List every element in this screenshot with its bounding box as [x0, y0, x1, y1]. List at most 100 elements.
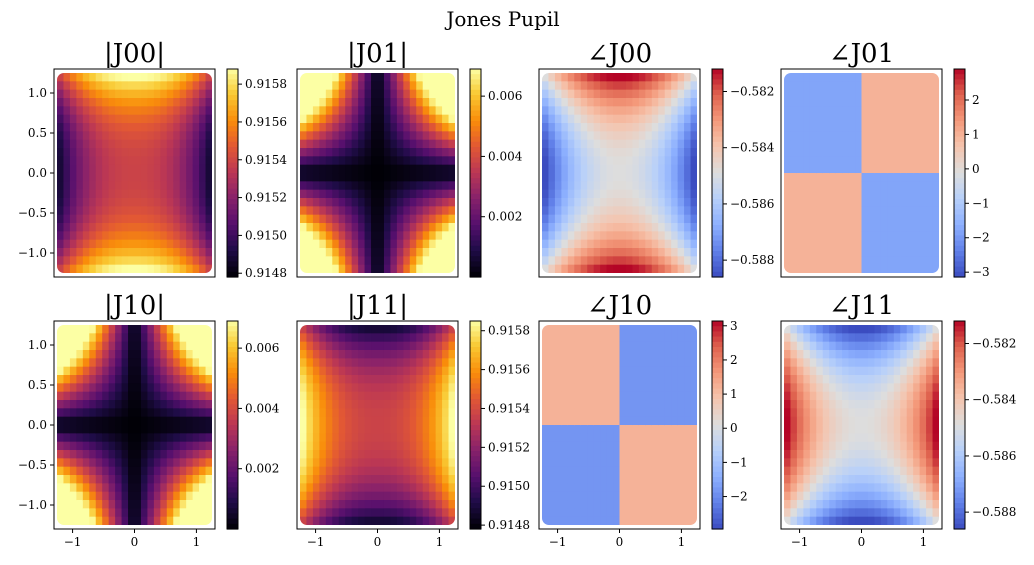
- heatmap-cell: [561, 106, 569, 116]
- heatmap-cell: [548, 416, 556, 426]
- colorbar-segment: [954, 199, 965, 205]
- heatmap-cell: [69, 114, 77, 124]
- heatmap-cell: [102, 475, 110, 484]
- heatmap-cell: [645, 466, 653, 476]
- heatmap-cell: [835, 408, 843, 418]
- heatmap-cell: [684, 139, 692, 149]
- heatmap-cell: [874, 358, 882, 368]
- heatmap-cell: [867, 131, 876, 141]
- heatmap-cell: [108, 425, 116, 434]
- heatmap-cell: [796, 248, 804, 257]
- heatmap-cell: [861, 508, 869, 518]
- heatmap-cell: [829, 89, 837, 99]
- heatmap-cell: [390, 173, 398, 182]
- heatmap-cell: [842, 450, 850, 459]
- heatmap-cell: [364, 81, 372, 91]
- heatmap-cell: [567, 123, 575, 132]
- colorbar-segment: [954, 219, 965, 226]
- heatmap-cell: [358, 441, 366, 451]
- heatmap-cell: [784, 458, 792, 468]
- heatmap-cell: [900, 114, 908, 124]
- heatmap-cell: [632, 198, 640, 207]
- heatmap-cell: [671, 173, 679, 182]
- heatmap-cell: [351, 433, 359, 443]
- heatmap-cell: [300, 466, 308, 476]
- heatmap-cell: [880, 89, 888, 99]
- heatmap-cell: [926, 181, 934, 191]
- heatmap-cell: [435, 391, 443, 401]
- heatmap-cell: [128, 391, 136, 401]
- heatmap-cell: [435, 231, 443, 241]
- heatmap-cell: [205, 198, 212, 207]
- heatmap-cell: [574, 131, 582, 141]
- heatmap-cell: [809, 383, 817, 393]
- heatmap-cell: [95, 206, 103, 216]
- heatmap-cell: [671, 341, 679, 351]
- heatmap-cell: [63, 391, 71, 401]
- heatmap-cell: [403, 366, 411, 376]
- colorbar-segment: [470, 373, 481, 379]
- heatmap-cell: [796, 139, 804, 149]
- heatmap-cell: [619, 81, 627, 91]
- heatmap-cell: [186, 441, 194, 451]
- heatmap-cell: [567, 408, 575, 418]
- heatmap-cell: [147, 350, 155, 359]
- heatmap-cell: [192, 248, 200, 257]
- heatmap-cell: [684, 483, 692, 493]
- heatmap-cell: [57, 475, 65, 484]
- heatmap-cell: [140, 139, 149, 149]
- heatmap-cell: [205, 341, 212, 351]
- heatmap-cell: [371, 264, 379, 273]
- heatmap-cell: [638, 148, 646, 157]
- heatmap-cell: [429, 223, 437, 232]
- heatmap-cell: [115, 491, 123, 501]
- heatmap-cell: [383, 433, 392, 443]
- heatmap-cell: [632, 408, 640, 418]
- colorbar-segment: [470, 471, 481, 478]
- heatmap-cell: [855, 81, 863, 91]
- heatmap-cell: [108, 458, 116, 468]
- heatmap-cell: [638, 81, 646, 91]
- heatmap-cell: [913, 416, 921, 426]
- heatmap-cell: [416, 475, 424, 484]
- heatmap-cell: [319, 516, 327, 525]
- heatmap-cell: [809, 491, 817, 501]
- colorbar-segment: [712, 513, 723, 520]
- heatmap-cell: [108, 89, 116, 99]
- heatmap-cell: [409, 491, 417, 501]
- heatmap-cell: [593, 139, 601, 149]
- heatmap-cell: [542, 408, 550, 418]
- heatmap-cell: [63, 491, 71, 501]
- heatmap-cell: [351, 248, 359, 257]
- heatmap-cell: [835, 433, 843, 443]
- heatmap-cell: [377, 500, 385, 509]
- heatmap-cell: [192, 366, 200, 376]
- heatmap-cell: [422, 131, 430, 141]
- heatmap-cell: [829, 475, 837, 484]
- heatmap-cell: [822, 73, 830, 82]
- heatmap-cell: [593, 508, 601, 518]
- heatmap-cell: [306, 181, 314, 191]
- heatmap-cell: [613, 239, 621, 249]
- heatmap-cell: [658, 89, 666, 99]
- heatmap-cell: [861, 98, 869, 107]
- heatmap-cell: [69, 458, 77, 468]
- heatmap-cell: [855, 239, 863, 249]
- heatmap-cell: [606, 350, 614, 359]
- heatmap-cell: [919, 206, 927, 216]
- heatmap-cell: [166, 214, 174, 224]
- heatmap-cell: [115, 231, 123, 241]
- heatmap-cell: [345, 408, 353, 418]
- heatmap-cell: [345, 466, 353, 476]
- heatmap-cell: [690, 264, 697, 273]
- heatmap-cell: [632, 366, 640, 376]
- heatmap-cell: [364, 198, 372, 207]
- heatmap-cell: [435, 425, 443, 434]
- heatmap-cell: [57, 366, 65, 376]
- heatmap-cell: [893, 450, 901, 459]
- colorbar-segment: [227, 482, 238, 488]
- colorbar-segment: [227, 141, 238, 148]
- heatmap-cell: [548, 98, 556, 107]
- heatmap-cell: [658, 256, 666, 266]
- heatmap-cell: [593, 500, 601, 509]
